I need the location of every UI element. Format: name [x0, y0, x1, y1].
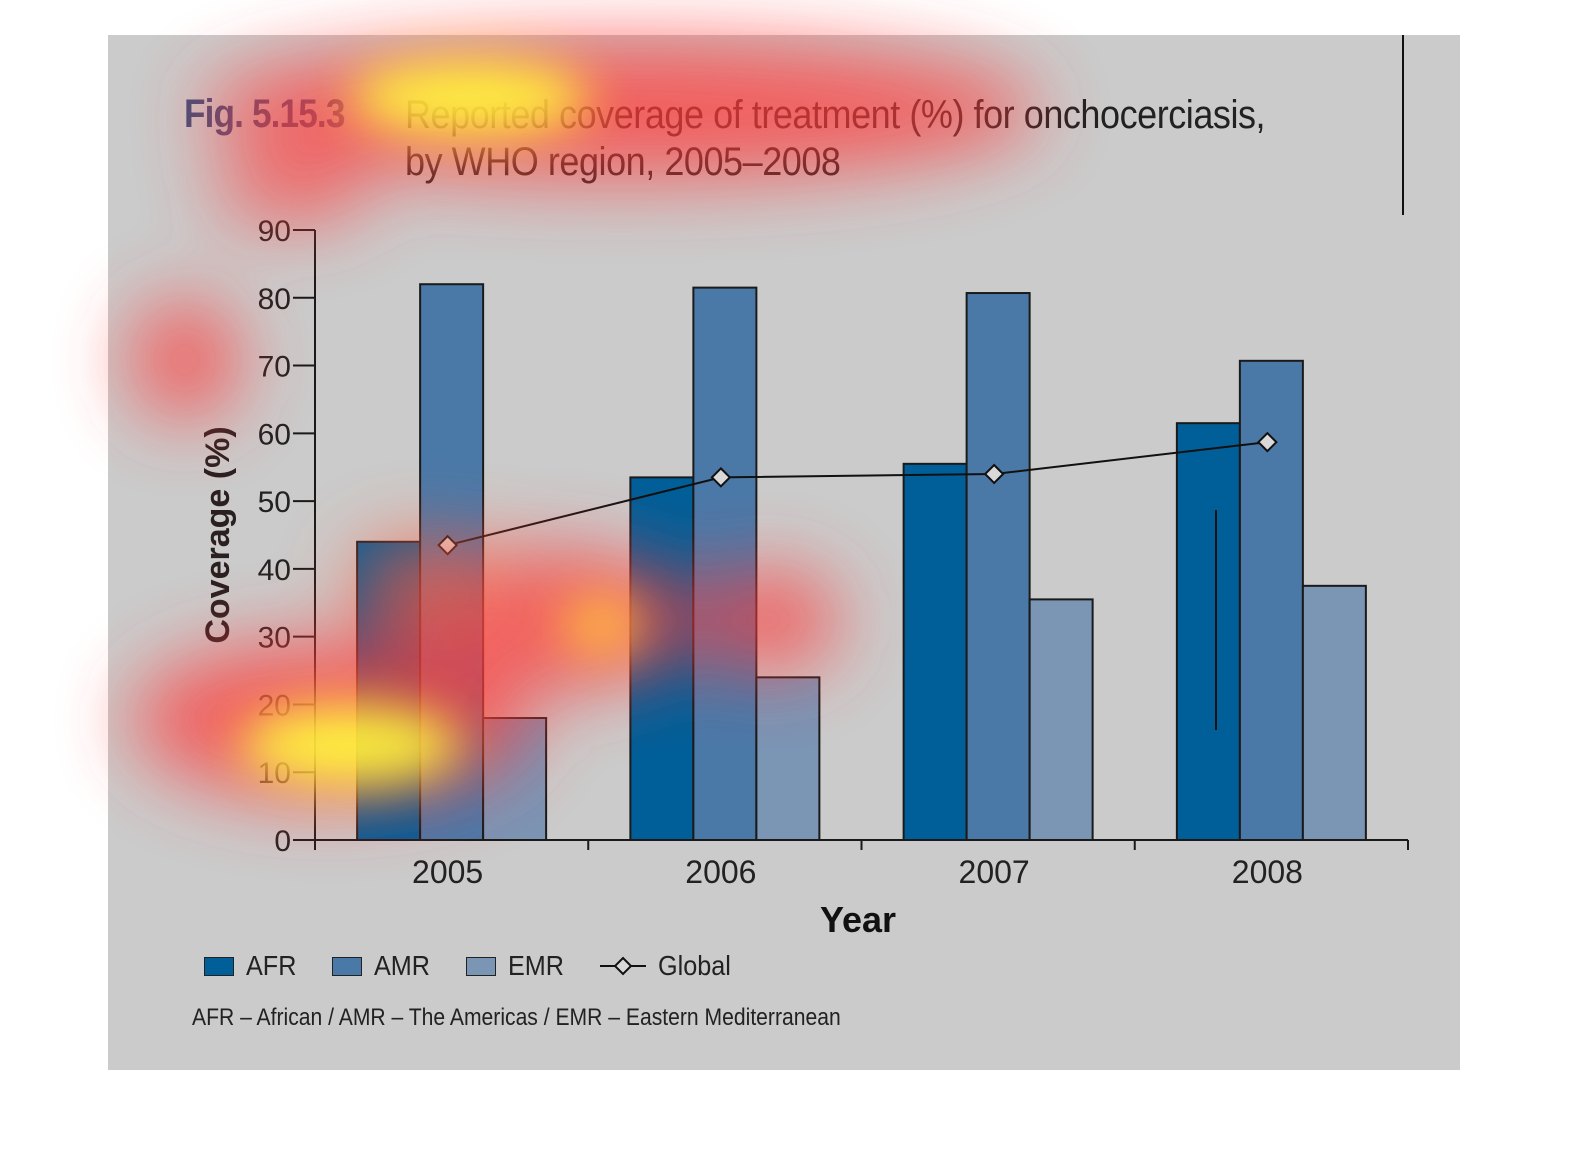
- legend-label-global: Global: [658, 950, 732, 981]
- chart-legend: AFR AMR EMR Global: [204, 946, 769, 986]
- bar-afr-2007: [902, 462, 968, 841]
- global-point-2008: [1256, 431, 1278, 453]
- legend-swatch-amr: [332, 956, 362, 976]
- legend-swatch-emr: [466, 956, 497, 976]
- global-point-2007: [983, 463, 1005, 485]
- bar-afr-2005: [356, 540, 422, 841]
- region-footnote: AFR – African / AMR – The Americas / EMR…: [192, 1004, 841, 1031]
- x-axis-title: Year: [820, 899, 896, 940]
- bar-afr-2006: [629, 476, 695, 841]
- legend-label-amr: AMR: [374, 950, 431, 981]
- y-tick-label-40: 40: [258, 554, 291, 587]
- bar-emr-2008: [1301, 584, 1367, 841]
- legend-label-afr: AFR: [246, 950, 297, 981]
- y-tick-label-90: 90: [258, 215, 291, 248]
- bar-amr-2005: [419, 283, 485, 841]
- bar-amr-2007: [965, 292, 1031, 841]
- y-tick-label-10: 10: [258, 757, 291, 790]
- bar-emr-2006: [755, 676, 821, 841]
- legend-item-afr: AFR: [204, 950, 302, 982]
- bar-emr-2005: [482, 717, 548, 841]
- y-tick-label-70: 70: [258, 351, 291, 384]
- legend-label-emr: EMR: [508, 950, 565, 981]
- y-axis-title: Coverage (%): [199, 426, 237, 643]
- y-tick-label-20: 20: [258, 689, 291, 722]
- bar-emr-2007: [1028, 598, 1094, 842]
- legend-item-global: Global: [600, 950, 739, 982]
- y-tick-label-30: 30: [258, 622, 291, 655]
- bar-amr-2008: [1238, 359, 1304, 841]
- legend-swatch-afr: [204, 956, 234, 976]
- global-point-2006: [710, 466, 732, 488]
- x-tick-label-2005: 2005: [412, 854, 483, 890]
- legend-item-amr: AMR: [332, 950, 436, 982]
- right-rule-divider: [1402, 35, 1404, 215]
- x-tick-label-2007: 2007: [959, 854, 1030, 890]
- y-tick-label-60: 60: [258, 418, 291, 451]
- legend-item-emr: EMR: [466, 950, 570, 982]
- bar-amr-2006: [692, 286, 758, 842]
- y-tick-label-0: 0: [274, 825, 291, 858]
- global-series-line: [447, 441, 1268, 547]
- x-tick-label-2008: 2008: [1232, 854, 1303, 890]
- y-tick-label-80: 80: [258, 283, 291, 316]
- legend-line-diamond-icon: [600, 956, 647, 976]
- bar-afr-2008: [1175, 422, 1241, 841]
- x-tick-label-2006: 2006: [685, 854, 756, 890]
- y-tick-label-50: 50: [258, 486, 291, 519]
